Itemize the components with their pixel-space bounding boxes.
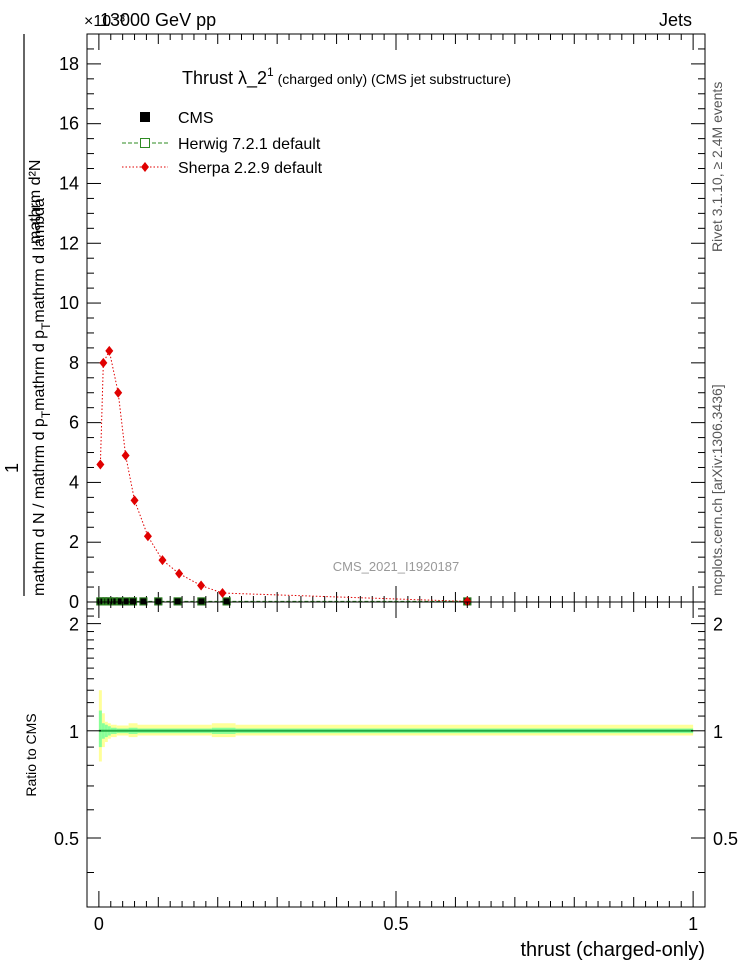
sherpa-point xyxy=(218,588,227,599)
y-tick-label: 2 xyxy=(69,532,79,552)
cms-point xyxy=(129,597,138,606)
sherpa-point xyxy=(105,345,114,356)
ratio-band-inner xyxy=(98,710,102,748)
ratio-y-tick-label-right: 0.5 xyxy=(713,829,738,849)
y-tick-label: 14 xyxy=(59,173,79,193)
y-tick-label: 0 xyxy=(69,592,79,612)
sherpa-point xyxy=(463,596,472,607)
ratio-y-tick-label: 2 xyxy=(69,615,79,635)
cms-point xyxy=(173,597,182,606)
cms-point xyxy=(154,597,163,606)
herwig-point xyxy=(139,597,148,606)
y-tick-label: 6 xyxy=(69,413,79,433)
sherpa-point xyxy=(130,495,139,506)
sherpa-point xyxy=(197,580,206,591)
ylabel-bottom: mathrm d N / mathrm d pTmathrm d pTmathr… xyxy=(31,198,53,596)
sherpa-point xyxy=(175,568,184,579)
y-tick-label: 12 xyxy=(59,233,79,253)
herwig-point xyxy=(129,597,138,606)
x-tick-label: 1 xyxy=(688,914,698,934)
sherpa-point xyxy=(99,357,108,368)
herwig-point xyxy=(109,597,118,606)
x-axis-label: thrust (charged-only) xyxy=(520,939,705,961)
ratio-y-tick-label: 1 xyxy=(69,722,79,742)
ratio-plot-frame xyxy=(86,601,706,908)
ratio-y-label: Ratio to CMS xyxy=(23,713,39,796)
chart-title: Thrust λ_21 (charged only) (CMS jet subs… xyxy=(182,65,511,89)
cms-point xyxy=(121,597,130,606)
rivet-label: Rivet 3.1.10, ≥ 2.4M events xyxy=(709,82,725,252)
y-exponent: ×10⁻³ xyxy=(84,13,126,30)
process-label: Jets xyxy=(659,10,692,30)
sherpa-point xyxy=(158,555,167,566)
sherpa-point xyxy=(143,531,152,542)
sherpa-point xyxy=(121,450,130,461)
y-tick-label: 16 xyxy=(59,114,79,134)
ylabel-top: mathrm d²N xyxy=(27,160,44,244)
legend: CMS Herwig 7.2.1 default Sherpa 2.2.9 defa… xyxy=(122,110,323,177)
herwig-point xyxy=(105,597,114,606)
cms-point xyxy=(109,597,118,606)
analysis-watermark: CMS_2021_I1920187 xyxy=(333,559,460,574)
legend-marker-herwig xyxy=(140,138,150,148)
herwig-point xyxy=(222,597,231,606)
cms-point xyxy=(197,597,206,606)
herwig-point xyxy=(173,597,182,606)
main-plot-area: 0 2 4 6 8 10 12 14 16 18 xyxy=(59,34,705,612)
sherpa-point xyxy=(114,387,123,398)
sherpa-point xyxy=(96,459,105,470)
x-tick-label: 0 xyxy=(94,914,104,934)
legend-label: CMS xyxy=(178,110,214,127)
x-tick-label: 0.5 xyxy=(383,914,408,934)
legend-marker-sherpa xyxy=(141,162,149,172)
energy-label: 13000 GeV pp xyxy=(100,10,216,30)
y-axis-label-main: 1 mathrm d²N mathrm d N / mathrm d pTmat… xyxy=(2,34,53,596)
y-tick-label: 4 xyxy=(69,472,79,492)
herwig-point xyxy=(197,597,206,606)
legend-marker-cms xyxy=(140,112,150,122)
herwig-point xyxy=(115,597,124,606)
y-tick-label: 8 xyxy=(69,353,79,373)
mcplots-label: mcplots.cern.ch [arXiv:1306.3436] xyxy=(709,384,725,596)
legend-label: Sherpa 2.2.9 default xyxy=(178,160,323,177)
ratio-y-tick-label-right: 2 xyxy=(713,615,723,635)
ratio-y-tick-label-right: 1 xyxy=(713,722,723,742)
cms-point xyxy=(115,597,124,606)
y-tick-label: 18 xyxy=(59,54,79,74)
cms-point xyxy=(139,597,148,606)
legend-label: Herwig 7.2.1 default xyxy=(178,136,321,153)
ratio-plot-area: 0 0.5 1 0.5 0.5 1 1 2 2 xyxy=(54,602,738,934)
cms-point xyxy=(222,597,231,606)
cms-point xyxy=(105,597,114,606)
y-tick-label: 10 xyxy=(59,293,79,313)
ylabel-numerator: 1 xyxy=(2,463,22,473)
ratio-y-tick-label: 0.5 xyxy=(54,829,79,849)
